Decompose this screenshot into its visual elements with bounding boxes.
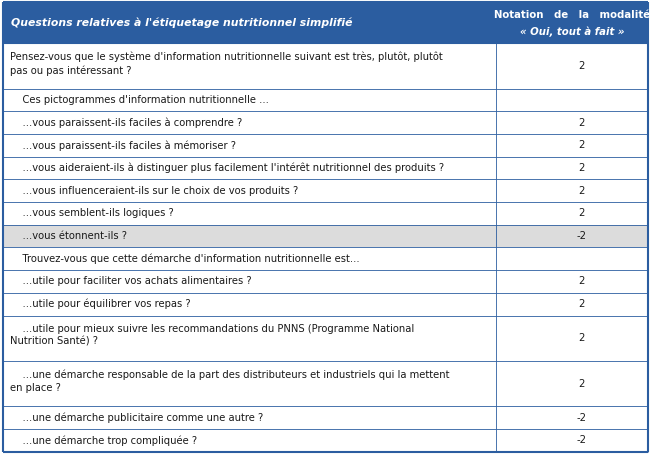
Bar <box>3 202 496 225</box>
Text: 2: 2 <box>579 118 585 128</box>
Text: ...utile pour équilibrer vos repas ?: ...utile pour équilibrer vos repas ? <box>10 299 190 310</box>
Bar <box>496 179 648 202</box>
Bar <box>496 89 648 111</box>
Bar <box>3 270 496 293</box>
Bar <box>496 293 648 316</box>
Bar <box>496 429 648 452</box>
Text: 2: 2 <box>579 61 585 71</box>
Text: « Oui, tout à fait »: « Oui, tout à fait » <box>519 26 624 37</box>
Bar <box>496 43 648 89</box>
Text: ...vous aideraient-ils à distinguer plus facilement l'intérêt nutritionnel des p: ...vous aideraient-ils à distinguer plus… <box>10 163 444 173</box>
Bar <box>3 293 496 316</box>
Bar <box>3 2 648 43</box>
Text: ...vous paraissent-ils faciles à mémoriser ?: ...vous paraissent-ils faciles à mémoris… <box>10 140 236 151</box>
Text: 2: 2 <box>579 208 585 218</box>
Bar <box>3 89 496 111</box>
Bar <box>3 361 496 406</box>
Text: ...une démarche publicitaire comme une autre ?: ...une démarche publicitaire comme une a… <box>10 412 263 423</box>
Bar <box>3 111 496 134</box>
Text: ...une démarche responsable de la part des distributeurs et industriels qui la m: ...une démarche responsable de la part d… <box>10 369 449 393</box>
Bar <box>3 134 496 157</box>
Text: ...utile pour mieux suivre les recommandations du PNNS (Programme National
Nutri: ...utile pour mieux suivre les recommand… <box>10 324 414 347</box>
Bar <box>3 179 496 202</box>
Text: Questions relatives à l'étiquetage nutritionnel simplifié: Questions relatives à l'étiquetage nutri… <box>11 17 353 28</box>
Bar <box>3 406 496 429</box>
Text: -2: -2 <box>577 231 587 241</box>
Text: 2: 2 <box>579 140 585 150</box>
Text: 2: 2 <box>579 163 585 173</box>
Bar <box>496 157 648 179</box>
Bar <box>496 225 648 247</box>
Bar <box>3 316 496 361</box>
Text: -2: -2 <box>577 435 587 445</box>
Text: Ces pictogrammes d'information nutritionnelle ...: Ces pictogrammes d'information nutrition… <box>10 95 269 105</box>
Text: 2: 2 <box>579 299 585 309</box>
Text: -2: -2 <box>577 413 587 423</box>
Bar <box>3 157 496 179</box>
Text: ...vous semblent-ils logiques ?: ...vous semblent-ils logiques ? <box>10 208 174 218</box>
Bar <box>3 429 496 452</box>
Text: ...vous paraissent-ils faciles à comprendre ?: ...vous paraissent-ils faciles à compren… <box>10 117 242 128</box>
Text: ...une démarche trop compliquée ?: ...une démarche trop compliquée ? <box>10 435 197 446</box>
Text: Notation   de   la   modalité: Notation de la modalité <box>494 10 650 20</box>
Text: ...utile pour faciliter vos achats alimentaires ?: ...utile pour faciliter vos achats alime… <box>10 276 251 286</box>
Text: 2: 2 <box>579 186 585 196</box>
Text: ...vous étonnent-ils ?: ...vous étonnent-ils ? <box>10 231 127 241</box>
Bar <box>3 43 496 89</box>
Text: ...vous influenceraient-ils sur le choix de vos produits ?: ...vous influenceraient-ils sur le choix… <box>10 186 298 196</box>
Bar <box>496 111 648 134</box>
Bar <box>496 270 648 293</box>
Bar <box>3 225 496 247</box>
Text: 2: 2 <box>579 333 585 343</box>
Bar <box>496 406 648 429</box>
Text: Pensez-vous que le système d'information nutritionnelle suivant est très, plutôt: Pensez-vous que le système d'information… <box>10 51 443 76</box>
Text: 2: 2 <box>579 276 585 286</box>
Bar <box>496 361 648 406</box>
Bar <box>496 316 648 361</box>
Text: Trouvez-vous que cette démarche d'information nutritionnelle est...: Trouvez-vous que cette démarche d'inform… <box>10 253 359 264</box>
Bar <box>3 247 496 270</box>
Bar <box>496 134 648 157</box>
Text: 2: 2 <box>579 379 585 389</box>
Bar <box>496 247 648 270</box>
Bar <box>496 202 648 225</box>
